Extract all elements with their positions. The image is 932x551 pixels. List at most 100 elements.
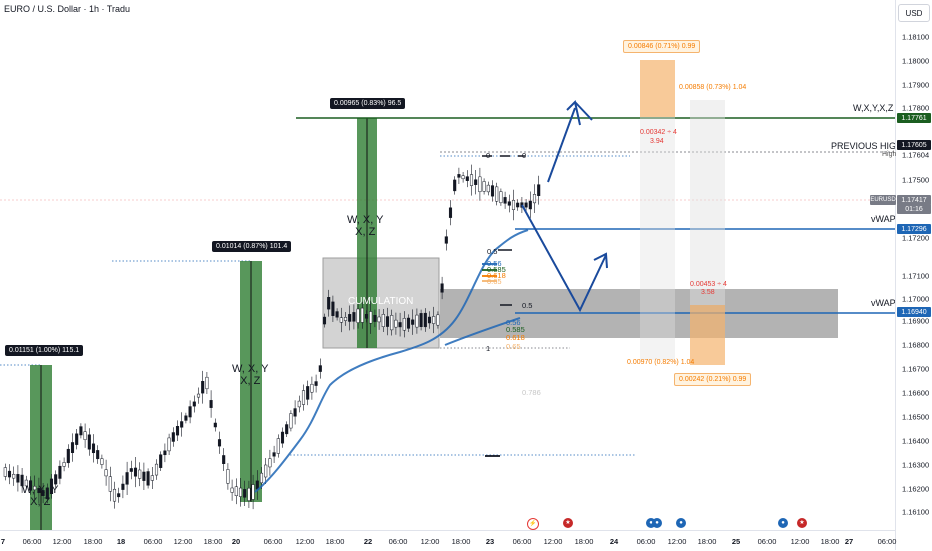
candle-body <box>104 469 108 477</box>
candle-body <box>268 458 272 468</box>
candle-body <box>83 431 87 440</box>
candle-body <box>142 471 146 481</box>
candle-body <box>234 486 238 496</box>
price-axis[interactable] <box>895 0 932 550</box>
candles-group <box>3 164 541 510</box>
candle-body <box>474 179 478 185</box>
candle-body <box>524 202 528 208</box>
candle-body <box>360 307 364 323</box>
vwap-curve-lower <box>444 317 521 346</box>
candle-body <box>532 194 537 204</box>
fib-lower-056: 0.56 <box>506 318 521 327</box>
price-tick: 1.16300 <box>902 460 930 470</box>
candle-body <box>335 311 339 318</box>
fib-lower-065: 0.65 <box>506 342 521 351</box>
candle-body <box>159 454 163 468</box>
price-tick: 1.17500 <box>902 175 930 185</box>
candle-body <box>453 179 457 192</box>
candle-body <box>469 174 474 186</box>
candle-body <box>33 485 37 491</box>
candle-body <box>133 467 138 477</box>
candle-body <box>230 487 234 493</box>
lightning-event-icon[interactable]: ⚡ <box>527 518 539 530</box>
candle-body <box>217 439 222 447</box>
vwap-lower-label: vWAP <box>871 298 896 308</box>
candle-body <box>381 314 385 327</box>
candle-body <box>537 184 541 196</box>
candle-body <box>427 316 432 324</box>
candle-body <box>331 301 335 316</box>
time-axis[interactable] <box>0 530 895 551</box>
eu-flag-event-icon-3[interactable]: ● <box>676 518 686 528</box>
candle-body <box>394 319 398 328</box>
candle-body <box>75 433 79 445</box>
candle-body <box>444 236 448 244</box>
candle-body <box>503 197 507 204</box>
candle-body <box>121 483 125 490</box>
candle-body <box>16 474 20 483</box>
fib-upper-0a: 0 <box>486 151 491 160</box>
candle-body <box>87 434 91 450</box>
candle-body <box>285 424 289 435</box>
vwap-upper-label: vWAP <box>871 214 896 224</box>
candle-body <box>58 465 62 479</box>
candle-body <box>209 400 213 408</box>
candle-body <box>175 426 180 436</box>
candle-body <box>45 487 49 500</box>
candle-body <box>243 489 247 498</box>
eu-flag-event-icon-2[interactable]: ● <box>652 518 662 528</box>
candle-body <box>415 314 419 328</box>
time-tick: 22 <box>363 537 373 546</box>
candle-body <box>457 174 461 178</box>
time-tick: 06:00 <box>143 537 163 546</box>
vwap-lower-price-tag: 1.16940 <box>897 307 931 317</box>
fib-lower-0786: 0.786 <box>522 388 541 397</box>
time-tick: 18 <box>116 537 126 546</box>
candle-body <box>167 437 171 452</box>
high-label: High <box>882 151 897 158</box>
price-tick: 1.17000 <box>902 294 930 304</box>
time-tick: 27 <box>844 537 854 546</box>
us-flag-event-icon[interactable]: ★ <box>563 518 573 528</box>
orange-zone-top <box>640 60 675 117</box>
candle-body <box>28 480 33 491</box>
eu-flag-event-icon-4[interactable]: ● <box>778 518 788 528</box>
candle-body <box>406 317 411 329</box>
candle-body <box>436 314 440 326</box>
candle-body <box>520 202 524 208</box>
candle-body <box>150 475 154 481</box>
price-tick: 1.17604 <box>902 150 930 160</box>
time-tick: 06:00 <box>22 537 42 546</box>
candle-body <box>318 365 322 372</box>
candle-body <box>37 488 41 494</box>
last-price-tag: 1.17417 <box>897 195 931 205</box>
currency-button[interactable]: USD <box>898 4 930 22</box>
candle-body <box>402 318 406 331</box>
us-flag-event-icon-2[interactable]: ★ <box>797 518 807 528</box>
price-tick: 1.18000 <box>902 56 930 66</box>
candle-body <box>432 316 436 324</box>
eu-flag-event-icon[interactable]: ● <box>646 518 656 528</box>
time-tick: 12:00 <box>173 537 193 546</box>
price-tick: 1.17900 <box>902 80 930 90</box>
time-tick: 06:00 <box>388 537 408 546</box>
candle-body <box>184 415 188 421</box>
price-chart-canvas[interactable] <box>0 0 895 530</box>
candle-body <box>322 316 327 325</box>
price-tick: 1.16900 <box>902 316 930 326</box>
time-tick: 12:00 <box>295 537 315 546</box>
accumulation-box <box>322 257 440 349</box>
candle-body <box>343 317 348 321</box>
upper-rr-label-2: 3.94 <box>650 138 664 145</box>
candle-body <box>247 487 251 501</box>
candle-body <box>171 432 175 442</box>
candle-body <box>96 450 100 460</box>
candle-body <box>180 421 184 428</box>
candle-body <box>423 312 427 328</box>
price-tick: 1.18100 <box>902 32 930 42</box>
previous-high-price-tag: 1.17605 <box>897 140 931 150</box>
time-tick: 18:00 <box>203 537 223 546</box>
candle-body <box>79 426 83 436</box>
candle-body <box>310 383 314 393</box>
